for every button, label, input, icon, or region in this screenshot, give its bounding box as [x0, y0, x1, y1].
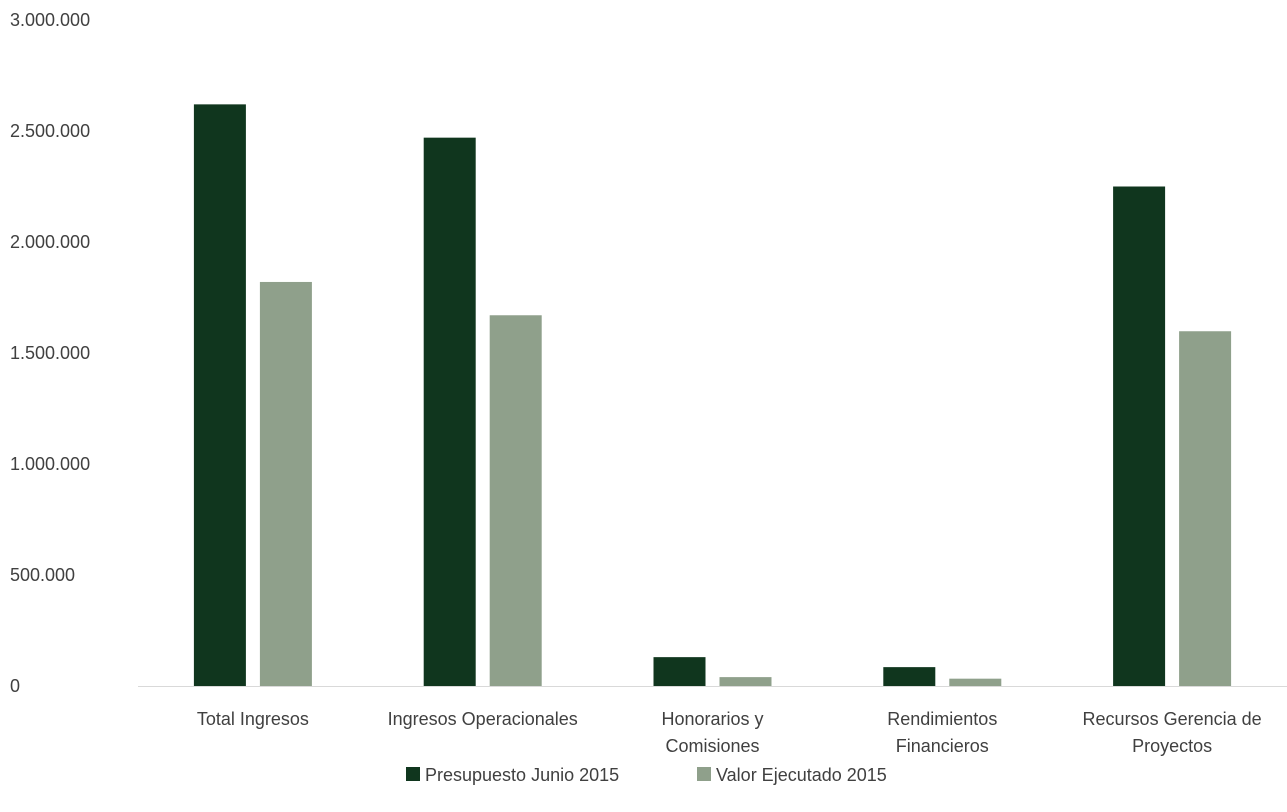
y-axis: 0 500.000 1.000.000 1.500.000 2.000.000 2.500…	[10, 10, 90, 696]
bar-presupuesto	[193, 104, 246, 687]
bar-presupuesto	[883, 667, 936, 686]
legend-label: Presupuesto Junio 2015	[425, 765, 619, 785]
x-category-label: Rendimientos Financieros	[887, 709, 997, 756]
y-tick-label: 2.000.000	[10, 232, 90, 252]
x-axis-labels: Total Ingresos Ingresos Operacionales Hono…	[197, 709, 1262, 756]
bar-ejecutado	[1179, 331, 1232, 686]
bar-ejecutado	[489, 315, 542, 686]
x-category-label: Ingresos Operacionales	[388, 709, 578, 729]
legend-swatch	[697, 767, 711, 781]
bars	[193, 104, 1232, 687]
y-tick-label: 1.500.000	[10, 343, 90, 363]
bar-ejecutado	[719, 677, 772, 686]
x-category-label: Recursos Gerencia de Proyectos	[1083, 709, 1262, 756]
x-category-label: Honorarios y Comisiones	[661, 709, 763, 756]
y-tick-label: 2.500.000	[10, 121, 90, 141]
y-tick-label: 0	[10, 676, 20, 696]
bar-presupuesto	[423, 137, 476, 686]
legend: Presupuesto Junio 2015 Valor Ejecutado 20…	[406, 765, 887, 785]
bar-ejecutado	[949, 678, 1002, 686]
bar-presupuesto	[653, 657, 706, 686]
bar-presupuesto	[1113, 186, 1166, 686]
legend-label: Valor Ejecutado 2015	[716, 765, 887, 785]
y-tick-label: 1.000.000	[10, 454, 90, 474]
legend-swatch	[406, 767, 420, 781]
bar-ejecutado	[259, 281, 312, 686]
y-tick-label: 3.000.000	[10, 10, 90, 30]
x-category-label: Total Ingresos	[197, 709, 309, 729]
y-tick-label: 500.000	[10, 565, 75, 585]
